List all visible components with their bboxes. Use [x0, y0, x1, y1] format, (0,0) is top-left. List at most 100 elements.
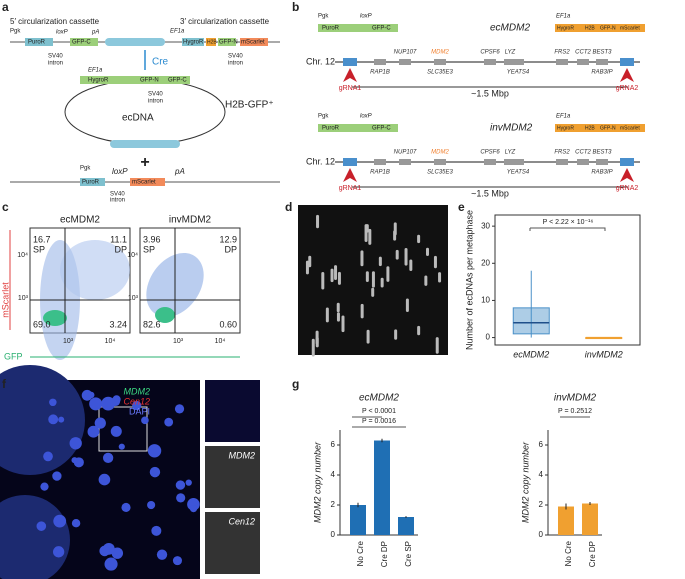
label: HygroR	[88, 78, 109, 84]
label: ecMDM2	[60, 215, 100, 226]
label: mScarlet	[0, 282, 10, 318]
label: 10³	[63, 338, 74, 345]
gene	[556, 159, 568, 165]
chromosome-blue	[164, 417, 174, 427]
label: Cre	[152, 57, 169, 68]
label: 10⁴	[17, 252, 28, 259]
gene	[577, 59, 589, 65]
label: LYZ	[505, 150, 516, 156]
label: 10³	[18, 295, 29, 302]
gene	[434, 59, 446, 65]
label: 0.60	[219, 319, 237, 329]
label: MDM2	[229, 450, 256, 460]
label: H2B	[207, 39, 217, 45]
label: MDM2	[431, 150, 449, 156]
label: mScarlet	[620, 125, 640, 131]
y-tick-label: 30	[481, 221, 490, 230]
chromosome	[336, 312, 340, 322]
content: a b c d e f g 5′ circularization cassette 3′ cir…	[0, 0, 641, 567]
chromosome-blue	[132, 400, 142, 411]
y-tick-label: 4	[331, 470, 336, 479]
label: GFP-N	[219, 40, 238, 46]
label: EF1a	[556, 114, 571, 120]
label: CCT2	[575, 150, 591, 156]
label: gRNA2	[616, 85, 639, 92]
chromosome-blue	[189, 504, 198, 513]
label: HygroR	[183, 40, 204, 46]
chromosome	[366, 329, 370, 344]
flow-cloud	[60, 240, 130, 300]
label: 82.6	[143, 319, 161, 329]
grna-marker	[620, 168, 634, 182]
label: SV40	[48, 54, 63, 60]
cassette-title: 3′ circularization cassette	[180, 17, 270, 26]
chromosome	[315, 337, 319, 348]
y-tick-label: 2	[331, 500, 336, 509]
chromosome-blue	[87, 425, 100, 438]
x-tick-label: invMDM2	[585, 349, 623, 359]
zoom-box	[98, 406, 148, 452]
mdm2-region	[105, 38, 165, 46]
label: mScarlet	[620, 25, 640, 31]
label: HygroR	[557, 125, 574, 131]
bar	[398, 517, 414, 535]
label: mScarlet	[132, 180, 156, 186]
chromosome	[321, 271, 325, 290]
label: GFP-C	[372, 26, 391, 32]
label: 10³	[128, 295, 139, 302]
h2b-box	[206, 38, 216, 46]
chromosome-blue	[52, 546, 65, 558]
label: P = 0.2512	[558, 408, 592, 415]
label: intron	[228, 61, 243, 67]
label: 12.9	[219, 234, 237, 244]
grna-site	[620, 158, 634, 166]
gene	[399, 59, 411, 65]
label: loxP	[360, 14, 372, 20]
chromosome-blue	[141, 416, 149, 425]
label: pA	[174, 167, 185, 176]
chart-title: ecMDM2	[359, 393, 399, 404]
label: Cen12	[123, 396, 150, 406]
label: GFP-C	[168, 78, 187, 84]
chromosome-blue	[43, 451, 53, 462]
label: Cen12	[228, 516, 255, 526]
gene	[374, 159, 386, 165]
chromosome-blue	[49, 398, 57, 407]
chromosome-blue	[149, 466, 161, 478]
label: 10⁴	[215, 338, 226, 345]
panel-label: c	[2, 200, 9, 214]
gene	[512, 59, 524, 65]
gene	[596, 159, 608, 165]
chromosome-blue	[40, 482, 49, 491]
label: DAPI	[129, 406, 150, 416]
bar	[374, 440, 390, 535]
label: Pgk	[318, 14, 329, 20]
label: PuroR	[28, 40, 46, 46]
y-tick-label: 6	[539, 440, 544, 449]
panel-b-diagram	[318, 24, 645, 188]
label: gRNA1	[339, 185, 362, 192]
panel-label: d	[285, 200, 292, 214]
gene	[374, 59, 386, 65]
chromosome-blue	[52, 471, 62, 481]
cassette-title: 5′ circularization cassette	[10, 17, 100, 26]
microscopy	[0, 205, 448, 579]
label: CPSF6	[480, 150, 500, 156]
label: ~1.5 Mbp	[471, 88, 509, 98]
chromosome	[365, 271, 369, 282]
label: 11.1	[110, 234, 127, 244]
chromosome-blue	[176, 493, 186, 503]
grna-marker	[343, 68, 357, 82]
chromosome	[334, 265, 338, 280]
label: GFP-N	[600, 25, 616, 31]
gene	[577, 159, 589, 165]
chromosome-blue	[185, 479, 192, 486]
chromosome	[325, 307, 329, 323]
label: GFP	[4, 351, 23, 361]
chromosome-blue	[99, 545, 110, 557]
label: MDM2 copy number	[520, 441, 530, 523]
grna-site	[620, 58, 634, 66]
label: PuroR	[82, 180, 100, 186]
label: ecMDM2	[490, 23, 530, 34]
chromosome	[380, 277, 384, 288]
